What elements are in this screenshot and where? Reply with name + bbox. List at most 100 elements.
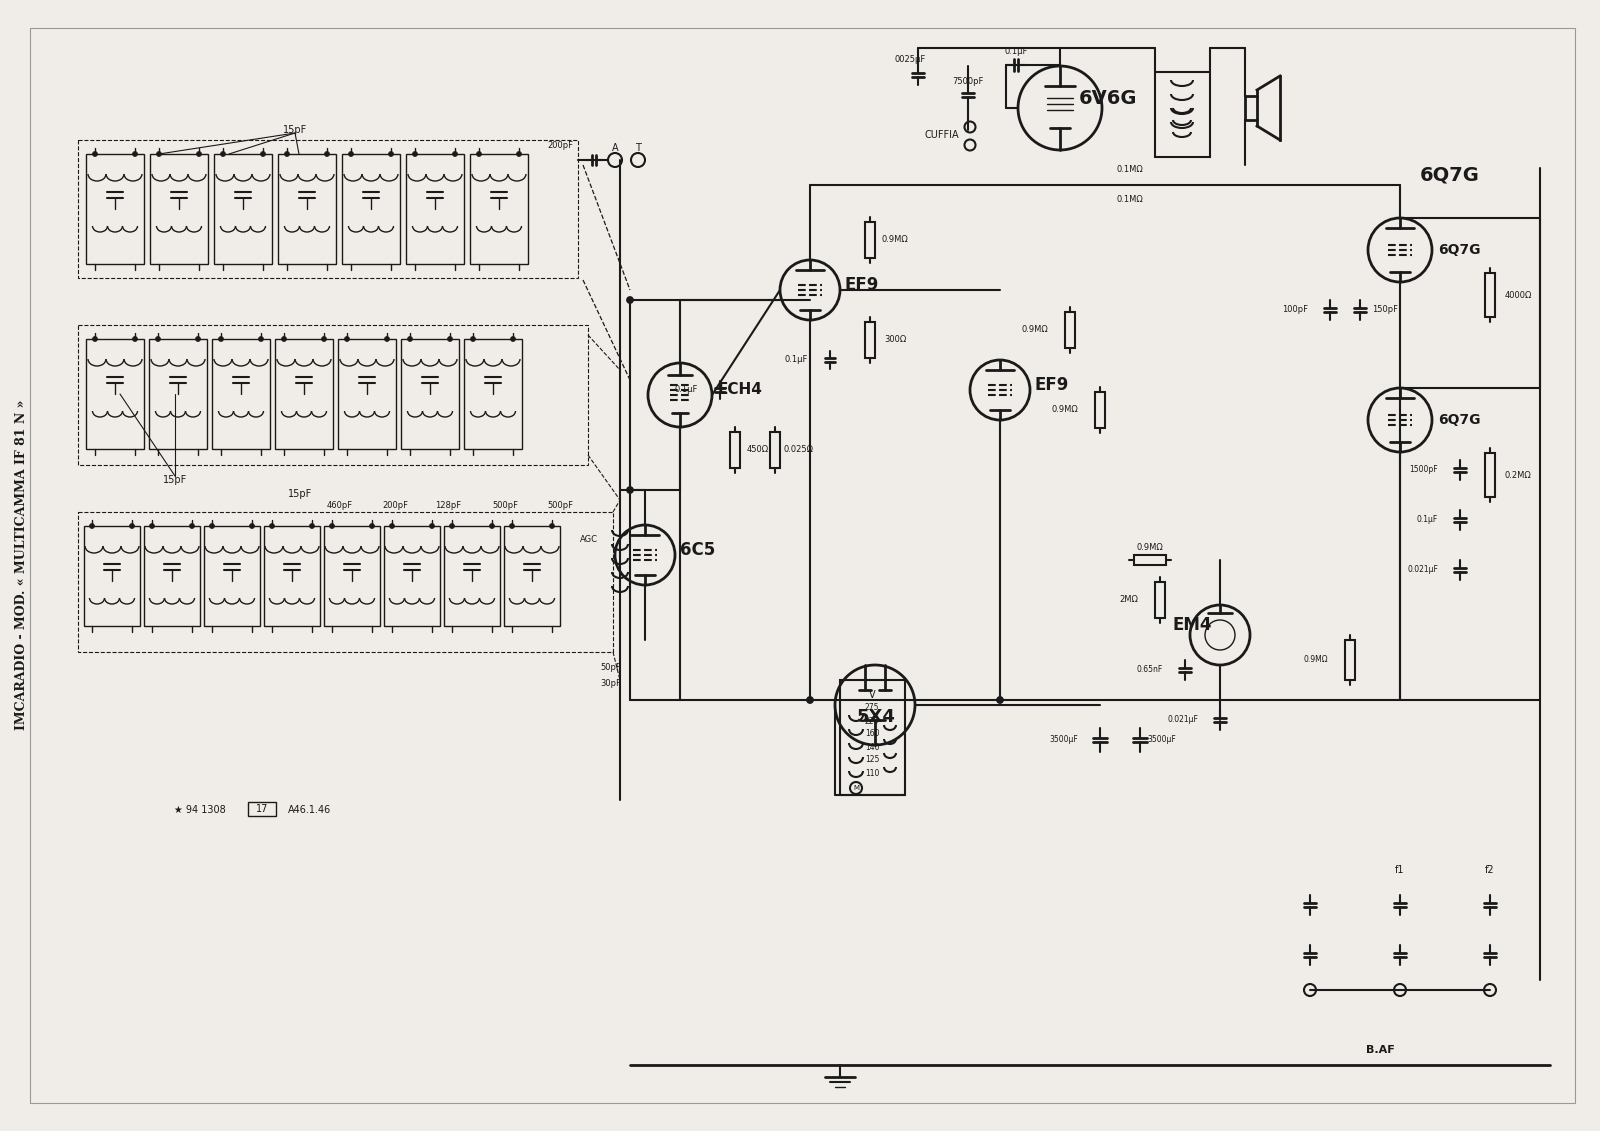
Text: 7500pF: 7500pF: [952, 78, 984, 86]
Text: 500pF: 500pF: [547, 501, 573, 509]
Circle shape: [453, 152, 458, 156]
Text: 450Ω: 450Ω: [747, 446, 770, 455]
Bar: [1485, 273, 1494, 317]
Circle shape: [210, 524, 214, 528]
Bar: [150, 154, 208, 264]
Bar: [205, 526, 259, 625]
Circle shape: [450, 524, 454, 528]
Circle shape: [517, 152, 522, 156]
Circle shape: [219, 337, 224, 342]
Text: 460pF: 460pF: [326, 501, 354, 509]
Circle shape: [149, 524, 155, 528]
Text: M: M: [853, 785, 859, 791]
Text: 150pF: 150pF: [1373, 305, 1398, 314]
Circle shape: [93, 152, 98, 156]
Circle shape: [157, 152, 162, 156]
Circle shape: [269, 524, 275, 528]
Text: 128pF: 128pF: [435, 501, 461, 509]
Circle shape: [413, 152, 418, 156]
Circle shape: [470, 337, 475, 342]
Bar: [248, 802, 277, 815]
Text: 5X4: 5X4: [856, 708, 896, 726]
Circle shape: [282, 337, 286, 342]
Bar: [338, 339, 397, 449]
Text: IMCARADIO - MOD. « MULTICAMMA IF 81 N »: IMCARADIO - MOD. « MULTICAMMA IF 81 N »: [16, 400, 29, 731]
Text: 6V6G: 6V6G: [1078, 88, 1138, 107]
Text: 6C5: 6C5: [680, 541, 715, 559]
Bar: [866, 222, 875, 258]
Bar: [445, 526, 499, 625]
Circle shape: [997, 697, 1003, 703]
Text: 0.1µF: 0.1µF: [1416, 516, 1438, 525]
Circle shape: [627, 296, 634, 303]
Text: 0.9MΩ: 0.9MΩ: [1304, 656, 1328, 665]
Text: 15pF: 15pF: [163, 475, 187, 485]
Text: 0025µF: 0025µF: [894, 55, 926, 64]
Circle shape: [344, 337, 349, 342]
Text: 15pF: 15pF: [283, 126, 307, 135]
Bar: [144, 526, 200, 625]
Text: 0.025Ω: 0.025Ω: [782, 446, 813, 455]
Circle shape: [510, 337, 515, 342]
Bar: [78, 140, 578, 278]
Text: 0.65nF: 0.65nF: [1136, 665, 1163, 674]
Text: 160: 160: [864, 729, 880, 739]
Bar: [1066, 312, 1075, 348]
Text: 200pF: 200pF: [382, 501, 408, 509]
Bar: [342, 154, 400, 264]
Text: 275: 275: [864, 703, 880, 713]
Bar: [149, 339, 206, 449]
Bar: [384, 526, 440, 625]
Bar: [78, 325, 589, 465]
Circle shape: [477, 152, 482, 156]
Text: 300Ω: 300Ω: [883, 336, 906, 345]
Bar: [770, 432, 781, 468]
Bar: [470, 154, 528, 264]
Circle shape: [389, 524, 395, 528]
Circle shape: [490, 524, 494, 528]
Circle shape: [133, 152, 138, 156]
Bar: [840, 680, 906, 795]
Text: ECH4: ECH4: [718, 382, 763, 397]
Text: 17: 17: [256, 804, 269, 814]
Bar: [275, 339, 333, 449]
Bar: [211, 339, 270, 449]
Bar: [402, 339, 459, 449]
Text: 15pF: 15pF: [288, 489, 312, 499]
Text: 2MΩ: 2MΩ: [1118, 596, 1138, 604]
Text: 125: 125: [866, 756, 878, 765]
Circle shape: [408, 337, 413, 342]
Bar: [323, 526, 381, 625]
Circle shape: [133, 337, 138, 342]
Bar: [214, 154, 272, 264]
Text: 0.9MΩ: 0.9MΩ: [1021, 326, 1048, 335]
Bar: [1155, 582, 1165, 618]
Bar: [1094, 392, 1106, 428]
Text: 6Q7G: 6Q7G: [1438, 243, 1480, 257]
Circle shape: [429, 524, 435, 528]
Text: 140: 140: [864, 742, 880, 751]
Text: EF9: EF9: [1035, 375, 1069, 394]
Bar: [83, 526, 141, 625]
Text: 200pF: 200pF: [547, 140, 573, 149]
Bar: [86, 339, 144, 449]
Bar: [78, 512, 613, 651]
Text: 6Q7G: 6Q7G: [1421, 165, 1480, 184]
Text: 220: 220: [866, 717, 878, 725]
Circle shape: [322, 337, 326, 342]
Bar: [86, 154, 144, 264]
Text: EM4: EM4: [1171, 616, 1211, 634]
Circle shape: [189, 524, 195, 528]
Circle shape: [261, 152, 266, 156]
Text: CUFFIA: CUFFIA: [925, 130, 960, 140]
Text: 0.2MΩ: 0.2MΩ: [1504, 470, 1531, 480]
Text: 1500pF: 1500pF: [1410, 466, 1438, 475]
Circle shape: [90, 524, 94, 528]
Bar: [1485, 454, 1494, 497]
Text: 0.1MΩ: 0.1MΩ: [1117, 196, 1144, 205]
Text: 0.021µF: 0.021µF: [1166, 716, 1198, 725]
Bar: [264, 526, 320, 625]
Circle shape: [627, 486, 634, 493]
Bar: [1155, 72, 1210, 157]
Text: A: A: [611, 143, 618, 153]
